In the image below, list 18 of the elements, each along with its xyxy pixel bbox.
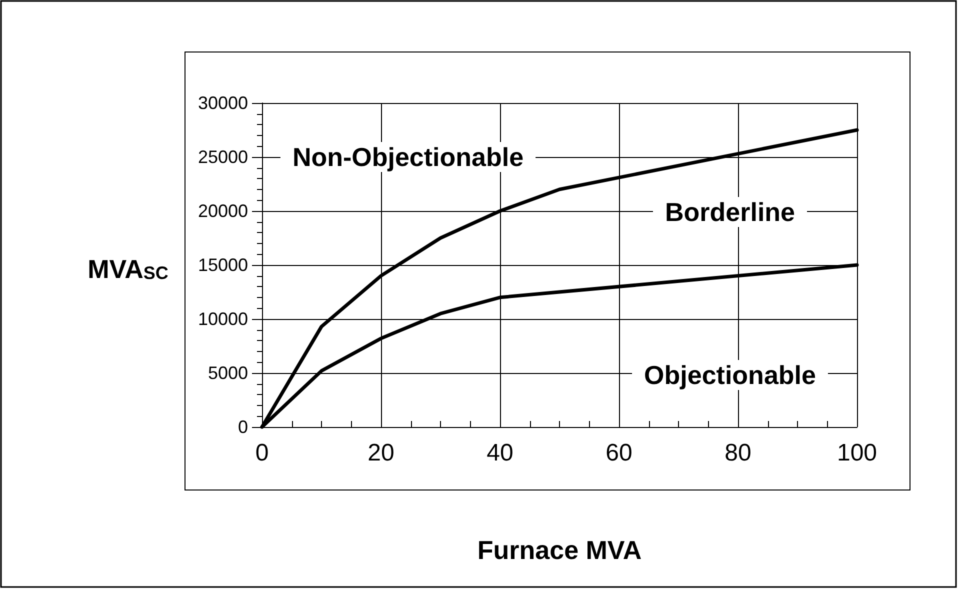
y-tick-label: 15000 (198, 255, 248, 275)
y-tick-label: 10000 (198, 309, 248, 329)
y-tick-label: 0 (238, 417, 248, 437)
x-tick-label: 100 (836, 440, 878, 466)
y-tick-label: 5000 (208, 363, 248, 383)
x-tick-label: 80 (724, 440, 752, 466)
annotation: Borderline (664, 197, 796, 227)
y-axis-title: MVASC (88, 254, 168, 284)
y-tick-label: 25000 (198, 147, 248, 167)
x-tick-label: 20 (368, 440, 394, 466)
x-tick-label: 40 (486, 440, 514, 466)
x-axis-title: Furnace MVA (477, 535, 642, 565)
x-tick-label: 0 (255, 440, 269, 466)
annotation: Non-Objectionable (292, 142, 524, 172)
y-tick-label: 30000 (198, 93, 248, 113)
x-tick-label: 60 (606, 440, 632, 466)
y-tick-label: 20000 (198, 201, 248, 221)
annotation: Objectionable (644, 360, 816, 390)
